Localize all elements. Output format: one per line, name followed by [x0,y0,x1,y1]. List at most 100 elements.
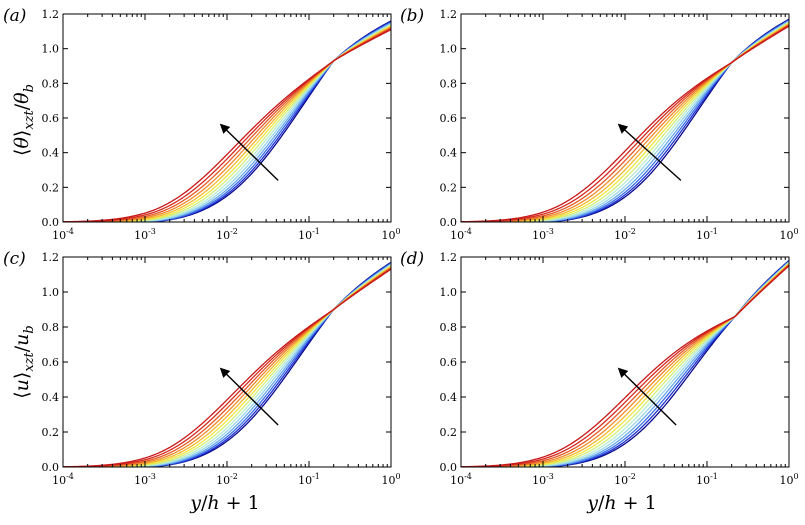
panel-label: (b) [400,6,424,26]
y-label-top-sub: xzt [22,109,37,129]
plot-frame [460,13,790,223]
x-tick-label: 10-3 [532,472,554,487]
y-tick-label: 0.8 [42,77,60,90]
x-tick-label: 10-4 [52,227,74,242]
y-tick-label: 0.8 [440,321,458,334]
x-tick-label: 10-3 [134,472,156,487]
x-tick-label: 100 [381,472,400,487]
x-label-right-tail: + 1 [617,492,657,514]
y-tick-label: 0.0 [440,216,458,229]
y-label-top-den: θ [11,92,33,104]
trend-arrow [219,123,279,181]
x-tick-label: 10-2 [216,227,238,242]
y-label-bottom-den: u [11,334,33,346]
trend-arrow [617,123,682,181]
x-tick-label: 10-3 [134,227,156,242]
panel-label: (c) [3,249,26,269]
y-label-bottom-sub: xzt [22,351,37,371]
y-label-bottom-var: u [11,379,33,391]
x-label-left-h: h [207,492,219,514]
y-tick-label: 0.4 [440,391,458,404]
x-tick-label: 10-1 [298,227,320,242]
series-line-4 [461,261,789,467]
x-tick-label: 100 [381,227,400,242]
plot-frame [62,256,392,468]
y-label-bottom-den-sub: b [22,325,37,333]
y-tick-label: 0.0 [42,461,60,474]
series-line-13 [63,29,391,222]
series-line-3 [461,19,789,222]
y-tick-label: 1.2 [42,251,60,264]
y-tick-label: 0.6 [42,112,60,125]
y-label-top-open: ⟨ [11,149,33,156]
series-line-3 [63,262,391,467]
x-tick-label: 10-4 [450,227,472,242]
y-axis-label-bottom: ⟨u⟩xzt/ub [11,325,37,398]
series-line-3 [63,21,391,222]
y-label-bottom-slash: / [11,345,33,352]
x-tick-label: 10-2 [614,227,636,242]
x-tick-label: 100 [779,227,798,242]
x-label-left-y: y [189,492,201,514]
y-label-top-close: ⟩ [11,130,33,137]
y-tick-label: 0.2 [42,181,60,194]
y-tick-label: 0.2 [440,426,458,439]
x-label-right-y: y [586,492,598,514]
panel-label: (d) [400,249,424,269]
x-label-left-tail: + 1 [220,492,260,514]
curves [63,261,391,467]
y-label-bottom-close: ⟩ [11,372,33,379]
series-line-13 [63,268,391,467]
panel-label: (a) [3,6,26,26]
series-line-12 [63,28,391,222]
y-tick-label: 1.2 [440,8,458,21]
y-tick-label: 1.0 [42,286,60,299]
series-line-13 [461,265,789,467]
x-tick-label: 10-1 [696,227,718,242]
y-label-top-var: θ [11,137,33,149]
x-tick-label: 10-2 [216,472,238,487]
x-tick-label: 100 [779,472,798,487]
panel-b: 0.0 0.2 0.4 0.6 0.8 1.0 1.2 10-4 10-3 10-2 10-1 100… [400,6,799,242]
y-label-bottom-open: ⟨ [11,391,33,398]
x-tick-label: 10-4 [450,472,472,487]
x-label-right-slash: / [598,492,605,514]
y-tick-label: 0.0 [42,216,60,229]
y-tick-label: 0.0 [440,461,458,474]
y-tick-label: 1.0 [440,286,458,299]
curves [63,20,391,222]
plot-frame [62,13,392,223]
y-tick-label: 1.0 [42,43,60,56]
series-line-13 [461,25,789,222]
y-tick-label: 1.0 [440,43,458,56]
y-tick-label: 0.6 [42,356,60,369]
curves [461,18,789,222]
panel-c: 0.0 0.2 0.4 0.6 0.8 1.0 1.2 10-4 10-3 10-2 10-1 100… [3,249,401,487]
panel-d: 0.0 0.2 0.4 0.6 0.8 1.0 1.2 10-4 10-3 10-2 10-1 100… [400,249,799,487]
y-tick-label: 0.8 [42,321,60,334]
y-tick-label: 1.2 [42,8,60,21]
x-axis-label-right: y/h + 1 [586,492,656,514]
curves [461,260,789,467]
y-tick-label: 0.4 [42,391,60,404]
x-label-left-slash: / [201,492,208,514]
panel-a: 0.0 0.2 0.4 0.6 0.8 1.0 1.2 10-4 10-3 10-2 10-1 100… [3,6,401,242]
series-line-11 [461,264,789,467]
x-tick-label: 10-1 [298,472,320,487]
x-tick-label: 10-4 [52,472,74,487]
y-tick-label: 0.6 [440,112,458,125]
y-axis-label-top: ⟨θ⟩xzt/θb [11,84,37,156]
trend-arrow [617,367,677,426]
x-label-right-h: h [604,492,616,514]
y-tick-label: 0.4 [42,147,60,160]
trend-arrow [219,367,279,426]
y-label-top-den-sub: b [22,84,37,92]
series-line-12 [461,264,789,467]
x-tick-label: 10-2 [614,472,636,487]
y-label-top-slash: / [11,103,33,110]
y-tick-label: 1.2 [440,251,458,264]
x-tick-label: 10-1 [696,472,718,487]
x-axis-label-left: y/h + 1 [189,492,259,514]
y-tick-label: 0.4 [440,147,458,160]
